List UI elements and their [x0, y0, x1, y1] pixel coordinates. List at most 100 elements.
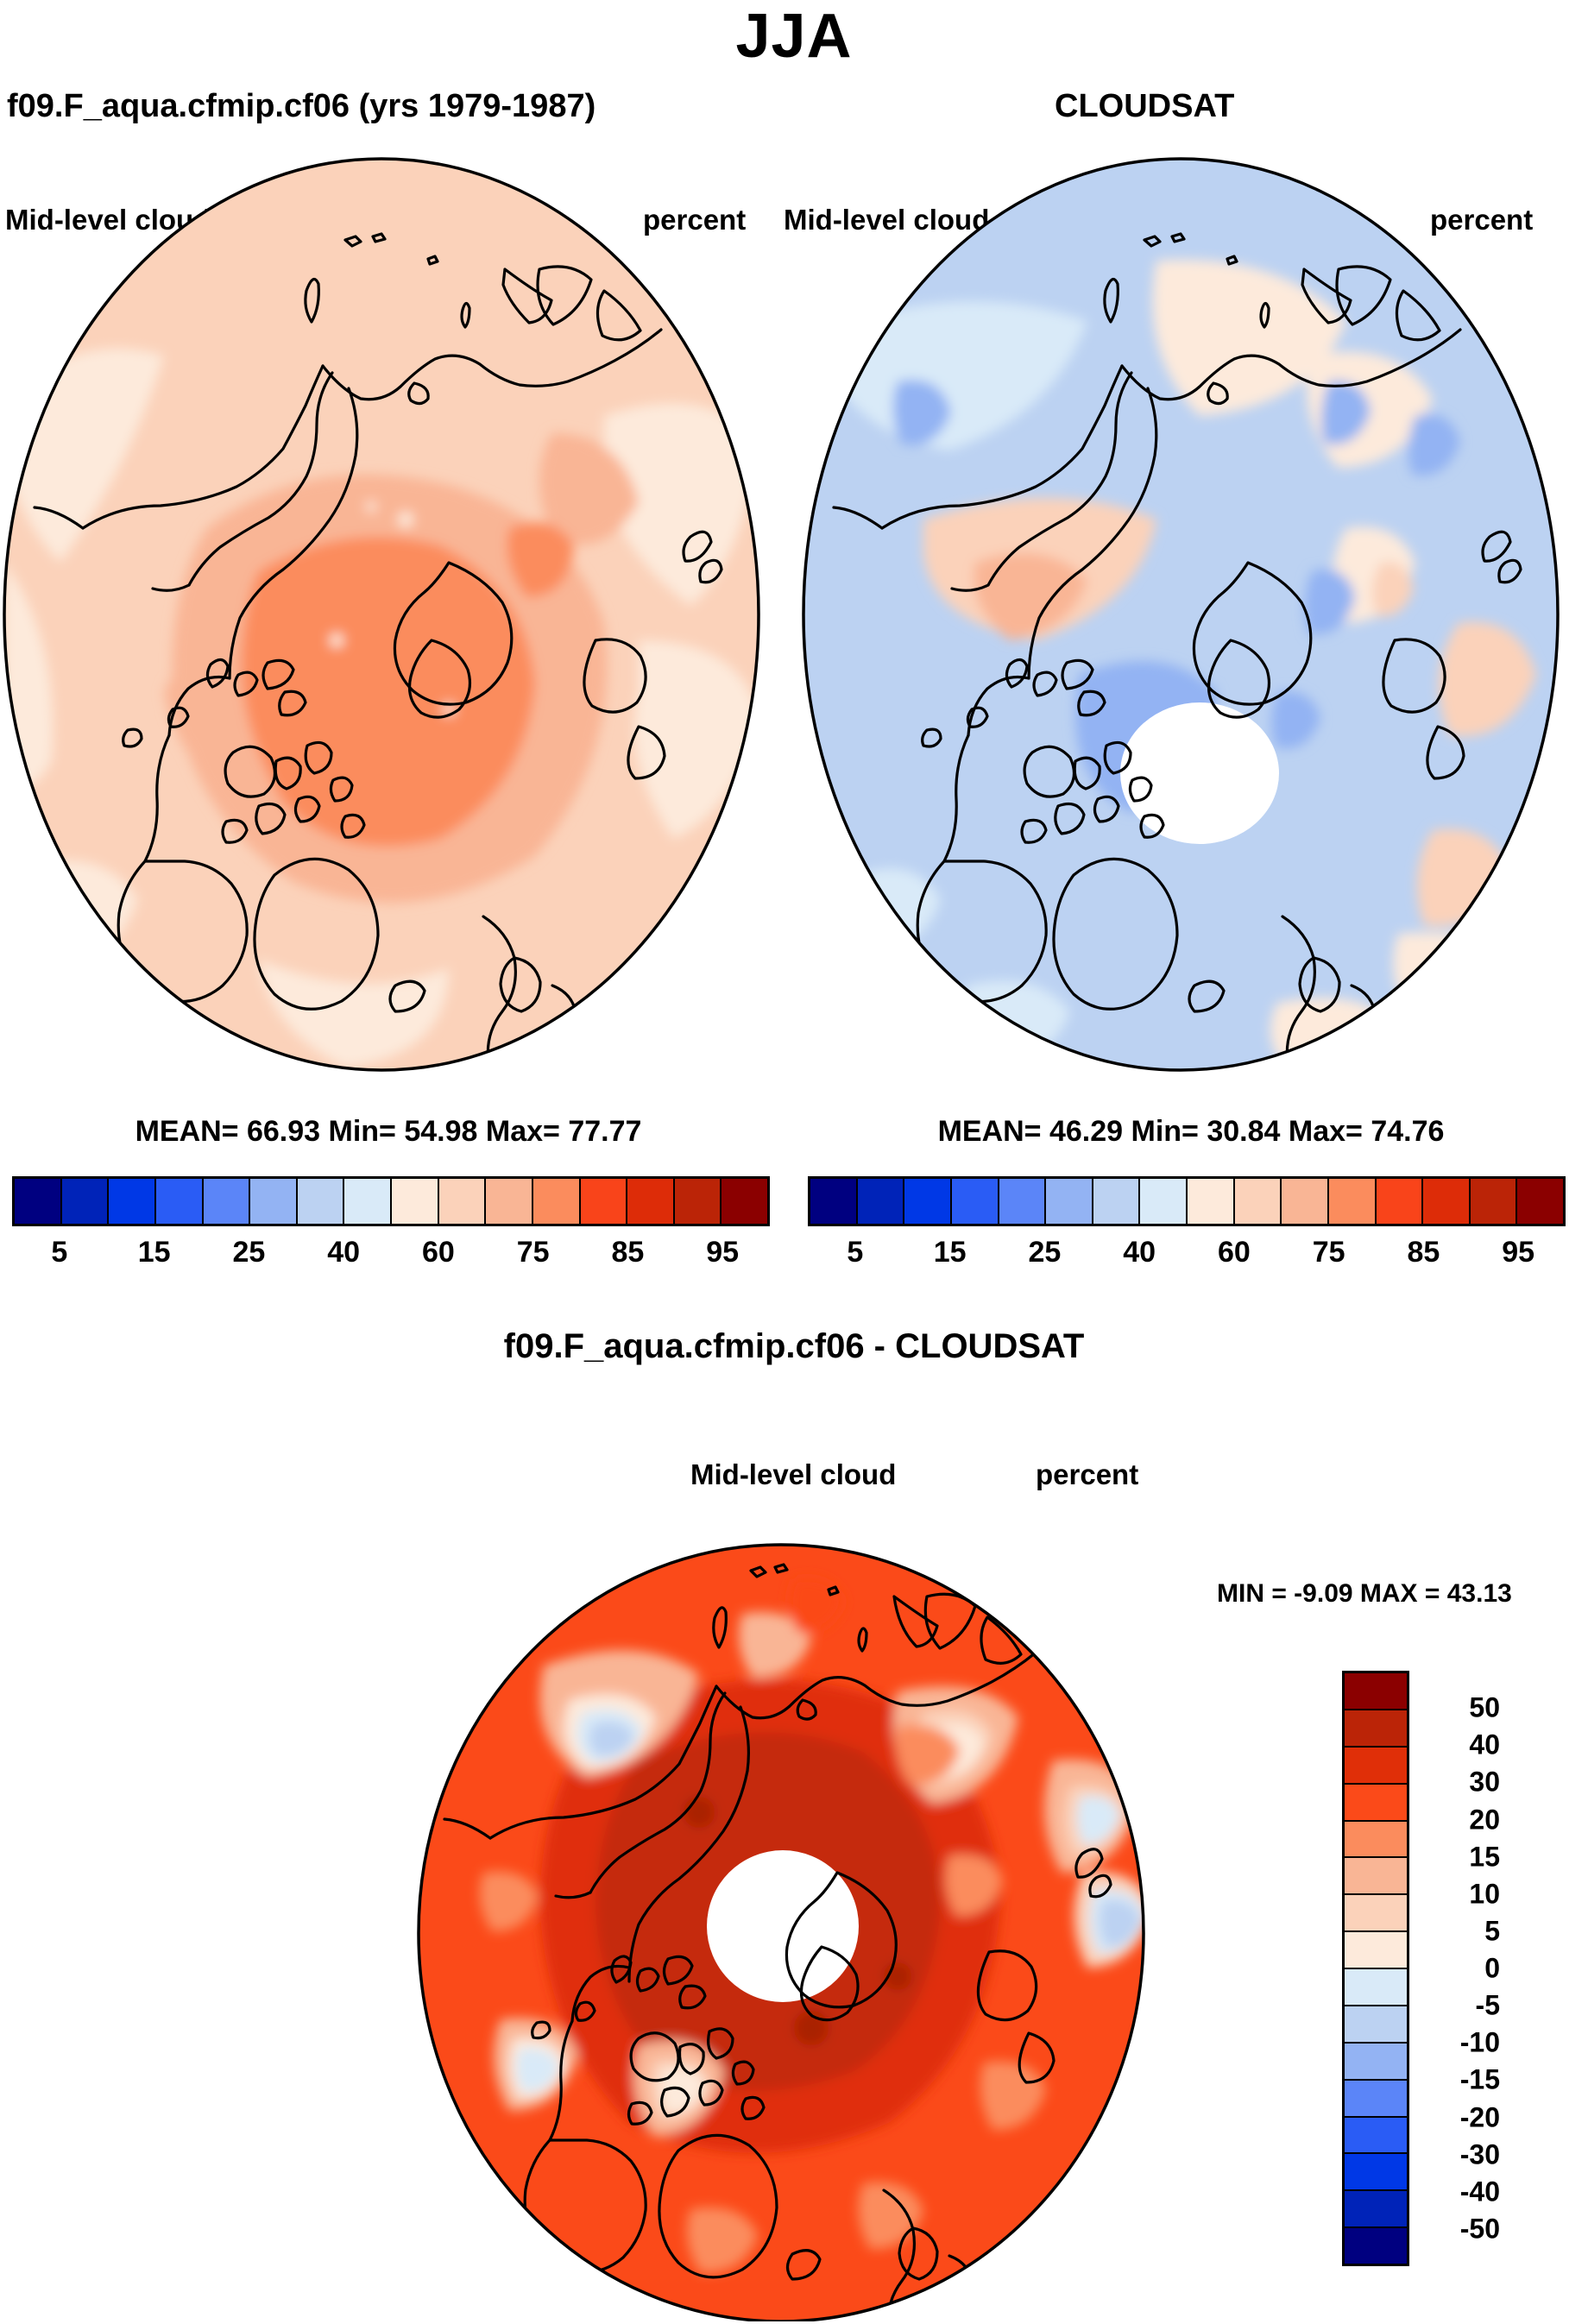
season-title: JJA [735, 2, 853, 71]
colorbar-cell [1345, 1673, 1407, 1710]
colorbar-tick-label: 25 [1028, 1236, 1062, 1269]
difference-colorbar [1342, 1671, 1409, 2266]
colorbar-cell [1470, 1179, 1518, 1224]
colorbar-cell [392, 1179, 439, 1224]
colorbar-cell [1282, 1179, 1329, 1224]
colorbar-cell [61, 1179, 110, 1224]
colorbar-tick-label: 95 [1502, 1236, 1535, 1269]
colorbar-tick-label: 25 [232, 1236, 266, 1269]
colorbar-cell [580, 1179, 628, 1224]
colorbar-tick-label: -40 [1459, 2176, 1500, 2207]
colorbar-cell [627, 1179, 675, 1224]
right-colorbar [808, 1176, 1566, 1226]
colorbar-tick-label: 85 [1407, 1236, 1440, 1269]
colorbar-cell [1345, 1932, 1407, 1969]
colorbar-tick-label: 20 [1469, 1804, 1500, 1835]
right-variable-label: Mid-level cloud [784, 204, 990, 236]
colorbar-tick-label: 15 [137, 1236, 171, 1269]
colorbar-cell [1376, 1179, 1424, 1224]
colorbar-tick-label: 5 [847, 1236, 864, 1269]
observation-panel-title: CLOUDSAT [1055, 88, 1235, 124]
colorbar-cell [1345, 2191, 1407, 2229]
colorbar-tick-label: -50 [1459, 2213, 1500, 2245]
colorbar-tick-label: 40 [1469, 1729, 1500, 1760]
colorbar-cell [904, 1179, 952, 1224]
colorbar-tick-label: 85 [611, 1236, 645, 1269]
colorbar-cell [1345, 1858, 1407, 1896]
colorbar-tick-label: -20 [1459, 2101, 1500, 2132]
colorbar-cell [1345, 2006, 1407, 2044]
colorbar-cell [1345, 1747, 1407, 1785]
colorbar-tick-label: 5 [51, 1236, 68, 1269]
difference-panel-title: f09.F_aqua.cfmip.cf06 - CLOUDSAT [503, 1327, 1085, 1365]
right-panel-statistics: MEAN= 46.29 Min= 30.84 Max= 74.76 [937, 1115, 1445, 1148]
right-colorbar-labels: 5 15 25 40 60 75 85 95 [808, 1236, 1566, 1277]
colorbar-tick-label: 50 [1469, 1691, 1500, 1723]
difference-polar-map [380, 1527, 1182, 2321]
left-colorbar-labels: 5 15 25 40 60 75 85 95 [12, 1236, 770, 1277]
colorbar-tick-label: 75 [1312, 1236, 1345, 1269]
colorbar-cell [1345, 1784, 1407, 1822]
colorbar-cell [344, 1179, 392, 1224]
colorbar-cell [810, 1179, 858, 1224]
colorbar-cell [1345, 2228, 1407, 2264]
colorbar-cell [1345, 2043, 1407, 2081]
colorbar-cell [1046, 1179, 1093, 1224]
colorbar-tick-label: -30 [1459, 2138, 1500, 2170]
colorbar-cell [250, 1179, 298, 1224]
colorbar-cell [1328, 1179, 1377, 1224]
colorbar-tick-label: 60 [1217, 1236, 1251, 1269]
colorbar-tick-label: -15 [1459, 2063, 1500, 2095]
colorbar-cell [1423, 1179, 1471, 1224]
right-units-label: percent [1430, 204, 1534, 236]
colorbar-cell [674, 1179, 722, 1224]
colorbar-cell [438, 1179, 487, 1224]
colorbar-cell [155, 1179, 204, 1224]
colorbar-tick-label: 60 [421, 1236, 455, 1269]
colorbar-cell [722, 1179, 767, 1224]
colorbar-cell [951, 1179, 999, 1224]
colorbar-tick-label: 40 [1123, 1236, 1156, 1269]
colorbar-cell [1345, 1821, 1407, 1859]
colorbar-cell [1345, 2154, 1407, 2192]
observation-polar-map [794, 157, 1571, 1074]
colorbar-cell [1345, 1969, 1407, 2006]
colorbar-tick-label: -5 [1475, 1989, 1500, 2021]
colorbar-tick-label: 95 [706, 1236, 740, 1269]
difference-minmax-text: MIN = -9.09 MAX = 43.13 [1217, 1579, 1512, 1608]
colorbar-tick-label: 40 [327, 1236, 361, 1269]
colorbar-tick-label: -10 [1459, 2026, 1500, 2058]
colorbar-cell [1234, 1179, 1282, 1224]
colorbar-tick-label: 0 [1484, 1952, 1500, 1984]
colorbar-tick-label: 30 [1469, 1766, 1500, 1798]
difference-units-label: percent [1036, 1458, 1139, 1490]
colorbar-cell [1345, 2117, 1407, 2155]
colorbar-tick-label: 75 [516, 1236, 550, 1269]
colorbar-cell [999, 1179, 1047, 1224]
colorbar-cell [203, 1179, 251, 1224]
difference-variable-label: Mid-level cloud [690, 1458, 897, 1490]
colorbar-cell [1345, 2080, 1407, 2118]
left-units-label: percent [643, 204, 747, 236]
colorbar-tick-label: 15 [1469, 1841, 1500, 1873]
colorbar-tick-label: 10 [1469, 1878, 1500, 1910]
colorbar-cell [1140, 1179, 1188, 1224]
colorbar-cell [486, 1179, 533, 1224]
left-colorbar [12, 1176, 770, 1226]
colorbar-cell [1188, 1179, 1235, 1224]
colorbar-cell [15, 1179, 62, 1224]
left-panel-statistics: MEAN= 66.93 Min= 54.98 Max= 77.77 [135, 1115, 642, 1148]
colorbar-cell [1345, 1710, 1407, 1748]
model-panel-title: f09.F_aqua.cfmip.cf06 (yrs 1979-1987) [7, 88, 596, 124]
colorbar-cell [109, 1179, 156, 1224]
colorbar-cell [857, 1179, 905, 1224]
colorbar-cell [532, 1179, 581, 1224]
colorbar-cell [1345, 1895, 1407, 1933]
left-variable-label: Mid-level cloud [5, 204, 211, 236]
model-polar-map [0, 157, 777, 1074]
colorbar-cell [1093, 1179, 1141, 1224]
colorbar-cell [1517, 1179, 1563, 1224]
colorbar-tick-label: 5 [1484, 1915, 1500, 1947]
colorbar-tick-label: 15 [933, 1236, 967, 1269]
